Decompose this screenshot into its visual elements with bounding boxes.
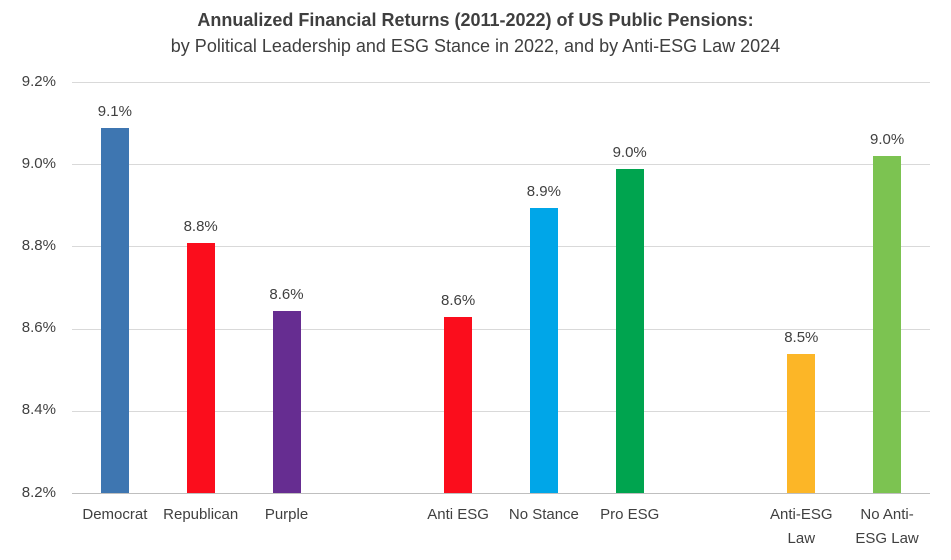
gridline xyxy=(72,246,930,248)
x-axis-category-label: Purple xyxy=(264,505,309,523)
x-axis-category-label: No Anti- ESG Law xyxy=(855,505,919,547)
y-axis-tick-label: 9.2% xyxy=(21,72,56,90)
gridline xyxy=(72,164,930,166)
x-axis-category-label: No Stance xyxy=(508,505,579,523)
x-axis-category-label: Anti-ESG Law xyxy=(770,505,833,547)
bar xyxy=(787,353,816,494)
bar-value-label: 8.6% xyxy=(440,291,476,309)
bar-value-label: 8.5% xyxy=(784,328,819,346)
bar xyxy=(272,310,301,494)
bar xyxy=(186,242,215,494)
bar xyxy=(100,127,129,494)
bar-value-label: 9.0% xyxy=(612,143,647,161)
bar xyxy=(444,316,473,494)
chart-subtitle: by Political Leadership and ESG Stance i… xyxy=(170,36,781,56)
x-axis-category-label: Pro ESG xyxy=(600,505,660,523)
y-axis-tick-label: 9.0% xyxy=(21,154,56,172)
bar xyxy=(873,156,902,494)
y-axis-tick-label: 8.8% xyxy=(21,236,56,254)
y-axis-tick-label: 8.6% xyxy=(21,319,56,337)
gridline xyxy=(72,328,930,330)
bar-value-label: 8.9% xyxy=(526,182,561,200)
bar-value-label: 9.1% xyxy=(97,102,132,120)
bar-value-label: 8.8% xyxy=(183,217,218,235)
x-axis-category-label: Democrat xyxy=(82,505,148,523)
y-axis-tick-label: 8.2% xyxy=(21,483,56,501)
x-axis-category-label: Republican xyxy=(163,505,239,523)
bar xyxy=(615,168,644,494)
bar xyxy=(529,207,558,494)
gridline xyxy=(72,82,930,83)
x-axis-line xyxy=(72,493,930,494)
bar-value-label: 8.6% xyxy=(269,285,304,303)
bar-value-label: 9.0% xyxy=(869,131,905,149)
y-axis-tick-label: 8.4% xyxy=(21,401,56,419)
gridline xyxy=(72,410,930,412)
chart-title: Annualized Financial Returns (2011-2022)… xyxy=(197,10,754,30)
x-axis-category-label: Anti ESG xyxy=(427,505,489,523)
